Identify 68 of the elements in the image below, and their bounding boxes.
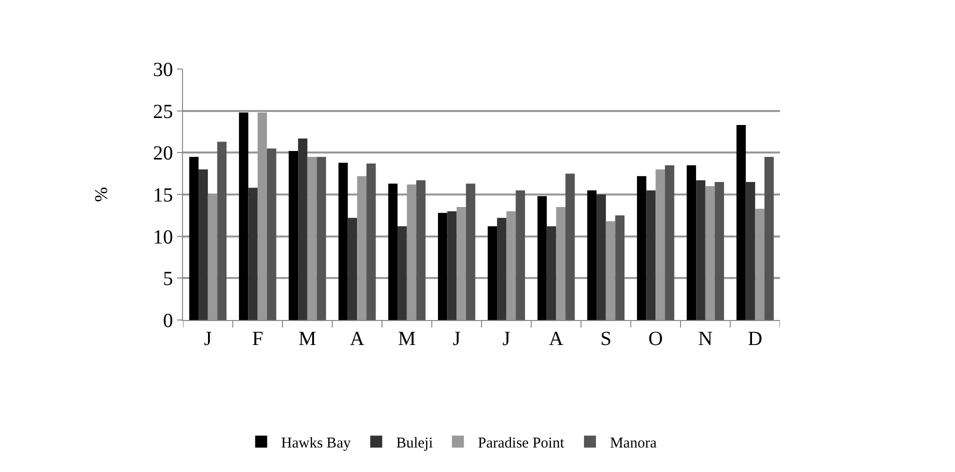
legend-label: Paradise Point — [478, 436, 565, 452]
bar — [288, 150, 298, 320]
bar — [565, 174, 575, 320]
y-axis-title: % — [91, 187, 112, 202]
bar — [366, 164, 376, 320]
bar — [664, 165, 674, 320]
bar — [714, 182, 724, 320]
x-tick-label: M — [398, 328, 416, 350]
bar — [447, 211, 457, 320]
bar — [388, 184, 398, 320]
x-tick-label: D — [748, 328, 762, 350]
bar — [506, 211, 516, 320]
bar — [438, 212, 448, 320]
bar — [546, 226, 556, 320]
bar — [416, 180, 426, 320]
bar — [456, 207, 466, 320]
bar — [398, 226, 407, 320]
bar — [764, 156, 774, 320]
bar — [537, 196, 547, 320]
bar — [587, 190, 597, 320]
bar — [248, 188, 258, 320]
bar — [466, 184, 476, 320]
x-tick-label: N — [698, 328, 713, 350]
x-tick-label: J — [452, 328, 461, 350]
bar — [497, 218, 506, 320]
bar — [746, 182, 756, 320]
bar — [316, 156, 326, 320]
legend-label: Hawks Bay — [281, 436, 352, 452]
bar — [596, 194, 606, 320]
bar — [556, 207, 566, 320]
x-tick-label: M — [298, 328, 316, 350]
bar — [696, 180, 706, 320]
bar — [615, 215, 625, 320]
legend-label: Buleji — [396, 436, 433, 452]
bar — [217, 142, 227, 320]
bar — [338, 162, 348, 320]
bar — [636, 176, 646, 320]
y-tick-label: 0 — [163, 310, 173, 332]
bar — [646, 190, 656, 320]
x-tick-label: S — [600, 328, 612, 350]
bar — [238, 112, 248, 320]
bar — [755, 208, 764, 320]
bar — [488, 226, 498, 320]
bar — [516, 190, 526, 320]
y-tick-label: 25 — [153, 100, 173, 123]
x-tick-label: F — [252, 328, 264, 350]
legend-label: Manora — [610, 436, 657, 452]
y-tick-label: 15 — [153, 184, 173, 206]
bar — [298, 138, 308, 320]
bar — [705, 186, 715, 320]
y-tick-label: 20 — [153, 142, 173, 165]
bar — [606, 221, 616, 320]
bar — [656, 169, 665, 320]
x-tick-label: J — [204, 328, 212, 350]
y-tick-label: 10 — [153, 226, 173, 248]
bar — [198, 169, 208, 320]
x-tick-label: A — [548, 328, 564, 350]
bar — [307, 156, 317, 320]
bar — [736, 125, 746, 320]
x-tick-label: J — [502, 328, 510, 350]
y-tick-label: 5 — [163, 268, 173, 290]
x-tick-label: A — [350, 328, 365, 350]
y-tick-label: 30 — [153, 59, 173, 81]
x-tick-label: O — [648, 328, 663, 350]
bar — [686, 165, 696, 320]
bar — [189, 156, 199, 320]
bar — [348, 218, 358, 320]
bar — [266, 148, 276, 320]
